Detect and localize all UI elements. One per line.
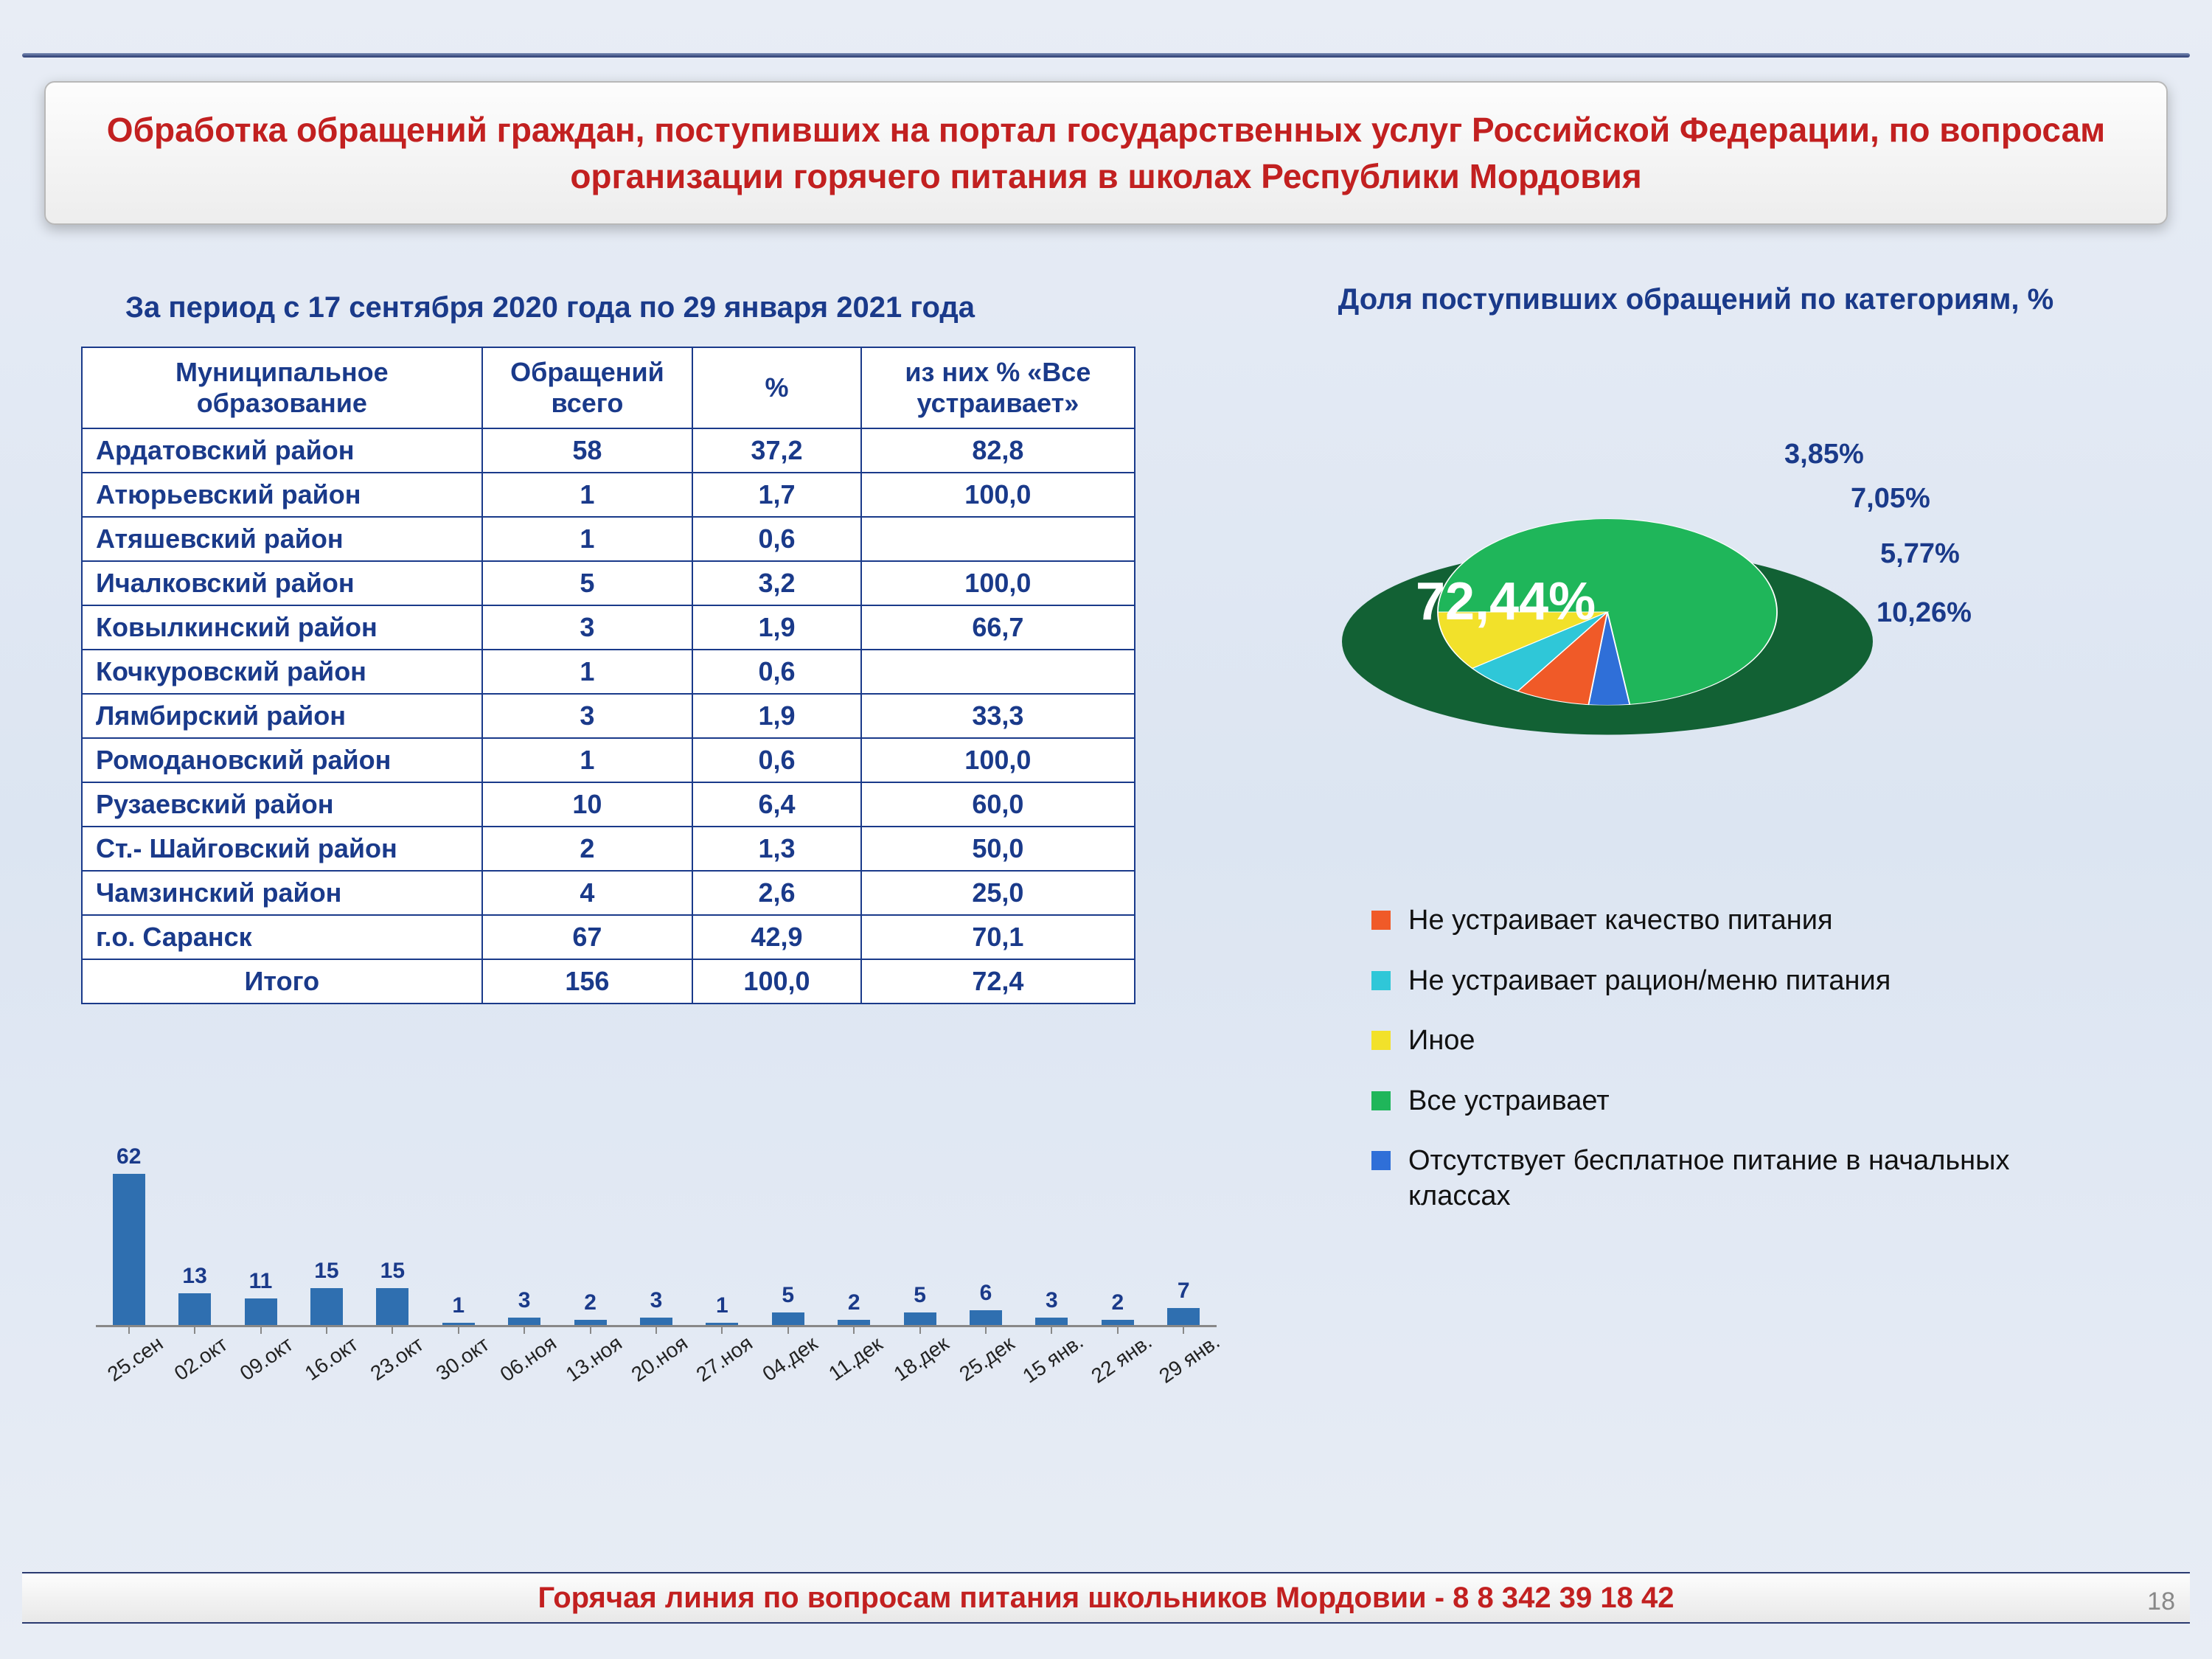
- pie-slice-label: 10,26%: [1877, 597, 1972, 629]
- table-row: Ковылкинский район31,966,7: [82, 605, 1135, 650]
- bar: 7: [1151, 1279, 1217, 1325]
- bar: 15: [293, 1259, 359, 1325]
- legend-label: Не устраивает качество питания: [1408, 903, 1833, 939]
- table-row: Чамзинский район42,625,0: [82, 871, 1135, 915]
- bar-label: 29 янв.: [1155, 1330, 1248, 1424]
- bar-value: 7: [1178, 1279, 1190, 1304]
- bar: 5: [887, 1283, 953, 1325]
- bar: 13: [161, 1264, 227, 1325]
- bar: 3: [623, 1288, 689, 1325]
- bar-value: 1: [452, 1293, 465, 1318]
- table-row: Ичалковский район53,2100,0: [82, 561, 1135, 605]
- period-label: За период с 17 сентября 2020 года по 29 …: [125, 291, 975, 324]
- bar: 2: [1085, 1290, 1150, 1325]
- bar: 2: [557, 1290, 623, 1325]
- bar-chart: 6213111515132315256327 25.сен02.окт09.ок…: [96, 1158, 1217, 1430]
- legend-swatch: [1371, 1091, 1391, 1110]
- legend-item: Отсутствует бесплатное питание в начальн…: [1371, 1144, 2109, 1214]
- bar: 3: [1019, 1288, 1085, 1325]
- bar: 15: [360, 1259, 425, 1325]
- title-box: Обработка обращений граждан, поступивших…: [44, 81, 2168, 225]
- bar-value: 3: [650, 1288, 663, 1313]
- table-header: Муниципальное образование: [82, 347, 482, 428]
- legend-swatch: [1371, 1031, 1391, 1050]
- pie-legend: Не устраивает качество питания Не устраив…: [1371, 903, 2109, 1239]
- table-header: %: [692, 347, 860, 428]
- table-row: Лямбирский район31,933,3: [82, 694, 1135, 738]
- pie-main-label: 72,44%: [1416, 571, 1596, 632]
- bar: 6: [953, 1281, 1018, 1325]
- pie-chart: 72,44% 3,85%7,05%5,77%10,26%: [1276, 413, 1939, 855]
- footer-bar: Горячая линия по вопросам питания школьн…: [22, 1572, 2190, 1624]
- legend-label: Отсутствует бесплатное питание в начальн…: [1408, 1144, 2109, 1214]
- legend-label: Иное: [1408, 1023, 1475, 1059]
- bar-value: 11: [249, 1269, 273, 1294]
- legend-swatch: [1371, 971, 1391, 990]
- bar-value: 5: [914, 1283, 926, 1308]
- bar-value: 15: [380, 1259, 405, 1284]
- pie-slice-label: 3,85%: [1784, 439, 1864, 470]
- legend-item: Не устраивает качество питания: [1371, 903, 2109, 939]
- data-table: Муниципальное образованиеОбращений всего…: [81, 347, 1135, 1004]
- table-row: Ст.- Шайговский район21,350,0: [82, 827, 1135, 871]
- bar-value: 13: [182, 1264, 206, 1289]
- bar: 11: [228, 1269, 293, 1325]
- bar-value: 6: [980, 1281, 992, 1306]
- bar: 1: [689, 1293, 755, 1325]
- bar-value: 62: [116, 1144, 141, 1169]
- page-number: 18: [2147, 1587, 2175, 1616]
- page-title: Обработка обращений граждан, поступивших…: [105, 107, 2107, 198]
- pie-slice-label: 5,77%: [1880, 538, 1960, 570]
- bar-value: 3: [1046, 1288, 1058, 1313]
- top-rule: [22, 53, 2190, 58]
- legend-item: Все устраивает: [1371, 1084, 2109, 1119]
- table-row: Атяшевский район10,6: [82, 517, 1135, 561]
- table-row: Ардатовский район5837,282,8: [82, 428, 1135, 473]
- table-total-row: Итого156100,072,4: [82, 959, 1135, 1004]
- bar: 3: [491, 1288, 557, 1325]
- pie-title: Доля поступивших обращений по категориям…: [1327, 280, 2065, 319]
- pie-slice-label: 7,05%: [1851, 483, 1930, 515]
- bar: 5: [755, 1283, 821, 1325]
- table-header: из них % «Все устраивает»: [861, 347, 1135, 428]
- table-header: Обращений всего: [482, 347, 693, 428]
- bar-value: 2: [1111, 1290, 1124, 1315]
- legend-item: Не устраивает рацион/меню питания: [1371, 964, 2109, 999]
- bar: 1: [425, 1293, 491, 1325]
- bar: 62: [96, 1144, 161, 1325]
- legend-item: Иное: [1371, 1023, 2109, 1059]
- table-row: Атюрьевский район11,7100,0: [82, 473, 1135, 517]
- table-row: г.о. Саранск6742,970,1: [82, 915, 1135, 959]
- legend-label: Все устраивает: [1408, 1084, 1610, 1119]
- legend-label: Не устраивает рацион/меню питания: [1408, 964, 1891, 999]
- bar-value: 15: [314, 1259, 338, 1284]
- bar-value: 1: [716, 1293, 728, 1318]
- bar-value: 5: [782, 1283, 794, 1308]
- legend-swatch: [1371, 911, 1391, 930]
- table-row: Рузаевский район106,460,0: [82, 782, 1135, 827]
- table-row: Кочкуровский район10,6: [82, 650, 1135, 694]
- bar-value: 3: [518, 1288, 531, 1313]
- bar-value: 2: [584, 1290, 597, 1315]
- legend-swatch: [1371, 1151, 1391, 1170]
- bar: 2: [821, 1290, 886, 1325]
- bar-value: 2: [848, 1290, 860, 1315]
- footer-text: Горячая линия по вопросам питания школьн…: [538, 1582, 1674, 1615]
- table-row: Ромодановский район10,6100,0: [82, 738, 1135, 782]
